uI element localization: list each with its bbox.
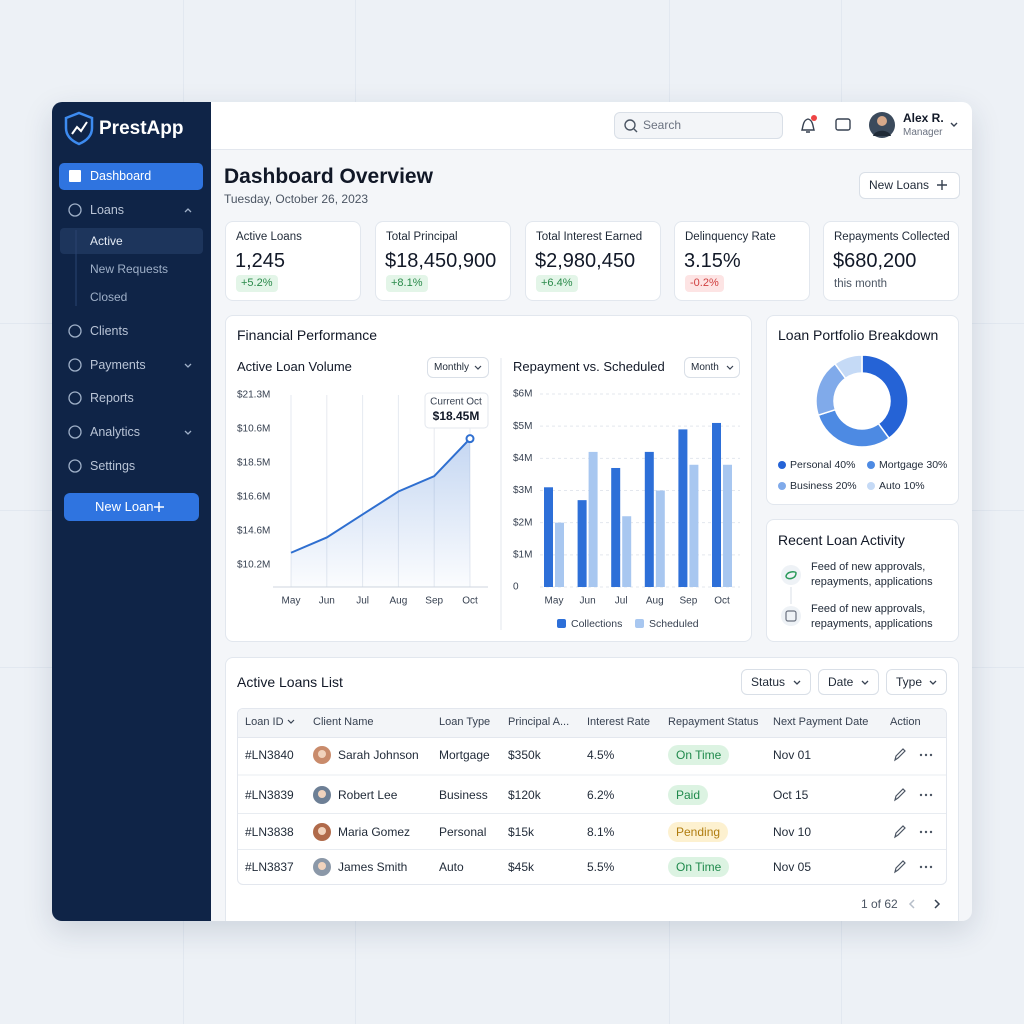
nav-item[interactable]: Payments xyxy=(90,358,146,372)
table-cell: Nov 01 xyxy=(773,748,812,762)
client-name: Sarah Johnson xyxy=(338,748,419,762)
button-label[interactable]: New Loans xyxy=(869,178,930,192)
nav-active-bg[interactable] xyxy=(59,163,203,190)
kpi-value: $680,200 xyxy=(833,250,917,272)
table xyxy=(237,708,947,885)
table-cell: Mortgage xyxy=(439,748,490,762)
nav-item[interactable]: Analytics xyxy=(90,425,141,439)
kpi-label: Repayments Collected xyxy=(834,231,950,243)
table-cell: $45k xyxy=(508,860,535,874)
kpi-delta: +8.1% xyxy=(386,275,428,292)
column-header: Principal A... xyxy=(508,716,570,728)
chart-title: Repayment vs. Scheduled xyxy=(513,359,665,374)
table-cell: 5.5% xyxy=(587,860,615,874)
client-name: Robert Lee xyxy=(338,788,398,802)
page-title: Dashboard Overview xyxy=(224,165,433,188)
subnav-active-bg[interactable] xyxy=(60,228,203,254)
kpi-value: $2,980,450 xyxy=(535,250,636,272)
top-bar xyxy=(211,102,972,150)
nav-item[interactable]: Clients xyxy=(90,324,129,338)
kpi-note: this month xyxy=(834,278,888,290)
filter-dropdown[interactable] xyxy=(886,669,947,695)
dropdown-label[interactable]: Month xyxy=(691,362,719,373)
kpi-label: Delinquency Rate xyxy=(685,231,776,243)
column-header: Loan Type xyxy=(439,716,491,728)
table-cell: Personal xyxy=(439,825,487,839)
table-cell: Nov 05 xyxy=(773,860,812,874)
table-cell: 8.1% xyxy=(587,825,615,839)
status-pill: On Time xyxy=(668,745,730,765)
brand: PrestApp xyxy=(99,118,184,139)
column-header: Repayment Status xyxy=(668,716,759,728)
card-title: Financial Performance xyxy=(237,327,378,343)
status-pill: On Time xyxy=(668,857,730,877)
kpi-value: $18,450,900 xyxy=(385,250,497,272)
card-title: Recent Loan Activity xyxy=(778,532,905,548)
table-cell: $15k xyxy=(508,825,535,839)
kpi-card xyxy=(823,221,959,301)
filter-label[interactable]: Type xyxy=(896,675,923,689)
table-cell: Business xyxy=(439,788,488,802)
kpi-value: 1,245 xyxy=(235,250,286,272)
table-cell: 4.5% xyxy=(587,748,615,762)
search-box[interactable] xyxy=(614,112,783,139)
page-date: Tuesday, October 26, 2023 xyxy=(224,192,369,206)
nav-item[interactable]: Loans xyxy=(90,203,125,217)
pagination: 1 of 62 xyxy=(861,897,898,911)
nav-item[interactable]: Reports xyxy=(90,391,134,405)
subnav-item[interactable]: Closed xyxy=(90,290,128,304)
dropdown-label[interactable]: Monthly xyxy=(434,362,470,373)
status-pill: Pending xyxy=(668,822,729,842)
column-header: Interest Rate xyxy=(587,716,650,728)
nav-item[interactable]: Dashboard xyxy=(90,169,152,183)
table-cell: #LN3840 xyxy=(245,748,294,762)
button-label[interactable]: New Loan xyxy=(95,499,154,514)
kpi-label: Total Principal xyxy=(386,231,458,243)
card-title: Loan Portfolio Breakdown xyxy=(778,327,939,343)
user-role: Manager xyxy=(903,127,943,138)
user-name: Alex R. xyxy=(903,111,944,125)
table-cell: $120k xyxy=(508,788,541,802)
client-name: Maria Gomez xyxy=(338,825,411,839)
column-header: Action xyxy=(890,716,921,728)
chart-title: Active Loan Volume xyxy=(237,359,352,374)
table-cell: Auto xyxy=(439,860,464,874)
nav-item[interactable]: Settings xyxy=(90,459,136,473)
column-header: Loan ID xyxy=(245,716,284,728)
column-header: Next Payment Date xyxy=(773,716,869,728)
subnav-item[interactable]: New Requests xyxy=(90,262,169,276)
activity-text: Feed of new approvals, repayments, appli… xyxy=(811,561,933,588)
kpi-delta: +6.4% xyxy=(536,275,578,292)
kpi-delta: +5.2% xyxy=(236,275,278,292)
search-placeholder[interactable]: Search xyxy=(643,118,682,132)
table-cell: Oct 15 xyxy=(773,788,809,802)
client-name: James Smith xyxy=(338,860,408,874)
dropdown[interactable] xyxy=(684,357,740,378)
kpi-label: Active Loans xyxy=(236,231,302,243)
activity-text: Feed of new approvals, repayments, appli… xyxy=(811,603,933,630)
kpi-delta: -0.2% xyxy=(685,275,724,292)
table-cell: Nov 10 xyxy=(773,825,812,839)
dropdown[interactable] xyxy=(427,357,489,378)
filter-label[interactable]: Date xyxy=(828,675,854,689)
table-cell: #LN3837 xyxy=(245,860,294,874)
table-cell: #LN3839 xyxy=(245,788,294,802)
kpi-label: Total Interest Earned xyxy=(536,231,643,243)
loans-card xyxy=(225,657,959,921)
filter-dropdown[interactable] xyxy=(818,669,879,695)
status-pill: Paid xyxy=(668,785,709,805)
new-loan-button[interactable] xyxy=(64,493,199,521)
table-cell: #LN3838 xyxy=(245,825,294,839)
kpi-value: 3.15% xyxy=(684,250,741,272)
column-header: Client Name xyxy=(313,716,374,728)
subnav-item[interactable]: Active xyxy=(90,234,123,248)
table-cell: 6.2% xyxy=(587,788,615,802)
table-header xyxy=(238,709,946,738)
filter-label[interactable]: Status xyxy=(751,675,786,689)
card-title: Active Loans List xyxy=(237,674,343,690)
table-cell: $350k xyxy=(508,748,541,762)
